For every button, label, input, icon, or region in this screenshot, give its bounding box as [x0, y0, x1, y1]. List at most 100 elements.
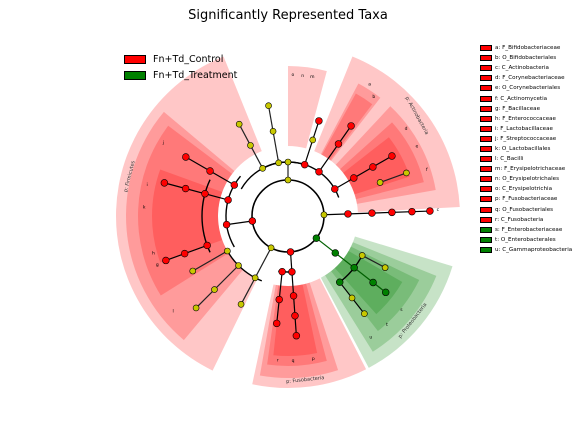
tree-node: [247, 142, 254, 149]
clade-key-swatch: [480, 145, 492, 152]
tree-node-t: [350, 264, 358, 272]
tree-node: [251, 274, 259, 282]
tree-node-a: [347, 122, 355, 130]
tree-node-p: [291, 312, 299, 320]
tree-node: [275, 159, 282, 167]
clade-key-s: s: F_Enterobacteriaceae: [480, 225, 572, 235]
tree-node-u: [331, 249, 339, 257]
clade-key-swatch: [480, 105, 492, 112]
clade-key-label: g: F_Bacillaceae: [495, 105, 541, 112]
branch-ray: [379, 172, 407, 184]
clade-key-label: d: F_Corynebacteriaceae: [495, 75, 565, 82]
legend-entry-treatment: Fn+Td_Treatment: [124, 67, 237, 83]
clade-key-swatch: [480, 236, 492, 243]
clade-key-r: r: C_Fusobacteria: [480, 215, 572, 225]
tree-node-m: [315, 117, 323, 125]
clade-key-swatch: [480, 85, 492, 92]
clade-letter-r: r: [277, 358, 279, 364]
clade-sector-r: [259, 282, 339, 378]
clade-key-swatch: [480, 206, 492, 213]
tree-node-j: [182, 153, 190, 161]
branch-arc: [260, 161, 307, 170]
tree-node-k: [230, 181, 239, 189]
clade-letter-o: o: [292, 73, 295, 78]
clade-letter-s: s: [400, 308, 403, 313]
clade-key-label: l: C_Bacilli: [495, 156, 524, 163]
tree-node-k: [201, 190, 209, 198]
tree-node: [211, 286, 218, 293]
tree-node: [189, 267, 197, 275]
clade-key-swatch: [480, 135, 492, 142]
tree-node: [265, 102, 272, 110]
clade-letter-c: c: [437, 208, 440, 213]
branch-ray: [334, 155, 393, 190]
clade-key-swatch: [480, 55, 492, 62]
clade-key-label: i: F_Lactobacillaceae: [495, 125, 553, 132]
clade-key-h: h: F_Enterococcaceae: [480, 114, 572, 124]
clade-key-swatch: [480, 115, 492, 122]
tree-node: [259, 165, 266, 172]
figure-title: Significantly Represented Taxa: [188, 8, 388, 23]
clade-key-d: d: F_Corynebacteriaceae: [480, 73, 572, 83]
clade-key-e: e: O_Corynebacteriales: [480, 83, 572, 93]
clade-sector-q: [267, 283, 327, 367]
tree-node: [381, 264, 389, 271]
tree-node-g: [180, 249, 189, 258]
clade-key-swatch: [480, 95, 492, 102]
clade-key-n: n: O_Erysipelotrichales: [480, 174, 572, 184]
clade-key-label: c: C_Actinobacteria: [495, 65, 549, 72]
legend-label-control: Fn+Td_Control: [153, 53, 224, 65]
tree-node-c: [368, 209, 376, 217]
tree-node-l: [248, 217, 257, 225]
clade-key-label: k: O_Lactobacillales: [495, 145, 551, 152]
clade-key-t: t: O_Enterobacterales: [480, 235, 572, 245]
clade-letter-a: a: [368, 82, 371, 87]
clade-letter-j: j: [162, 140, 164, 146]
tree-node-g: [162, 256, 170, 265]
tree-node-q: [288, 268, 296, 276]
clade-key-label: n: O_Erysipelotrichales: [495, 176, 559, 183]
clade-key-swatch: [480, 75, 492, 82]
clade-key-swatch: [480, 226, 492, 233]
legend-swatch-control: [124, 54, 146, 64]
tree-node-p: [273, 319, 281, 328]
clade-key-label: r: C_Fusobacteria: [495, 216, 544, 223]
clade-key-q: q: O_Fusobacteriales: [480, 205, 572, 215]
clade-key-label: m: F_Erysipelotrichaceae: [495, 166, 566, 173]
clade-key-i: i: F_Lactobacillaceae: [480, 124, 572, 134]
phylum-sector: [115, 56, 262, 371]
tree-node: [269, 128, 277, 135]
clade-key-swatch: [480, 216, 492, 223]
tree-node: [376, 179, 384, 186]
clade-letter-l: l: [172, 308, 173, 314]
tree-node: [235, 262, 242, 269]
clade-key-label: b: O_Bifidobacteriales: [495, 55, 557, 62]
clade-key-l: l: C_Bacilli: [480, 154, 572, 164]
clade-letter-e: e: [416, 144, 419, 149]
clade-key-label: s: F_Enterobacteriaceae: [495, 226, 563, 233]
clade-key-swatch: [480, 125, 492, 132]
clade-key-k: k: O_Lactobacillales: [480, 144, 572, 154]
branch-ray: [164, 182, 229, 201]
clade-key-p: p: F_Fusobacteriaceae: [480, 194, 572, 204]
branch-ray: [226, 220, 253, 226]
tree-nodes: [160, 102, 434, 340]
branch-ray: [195, 265, 239, 309]
tree-node: [192, 304, 200, 312]
branch-ray: [361, 254, 386, 269]
tree-node-o: [300, 160, 309, 169]
clade-letter-d: d: [405, 126, 408, 132]
clade-key-list: a: F_Bifidobacteriaceae b: O_Bifidobacter…: [480, 43, 572, 255]
clade-letter-k: k: [143, 204, 146, 210]
clade-letter-m: m: [310, 75, 314, 80]
clade-sector-o: [288, 66, 327, 149]
tree-node-q: [278, 267, 286, 276]
tree-node: [358, 252, 366, 259]
phylum-sector: [252, 278, 367, 389]
tree-node-t: [336, 278, 344, 286]
clade-key-swatch: [480, 176, 492, 183]
tree-node-p: [289, 292, 298, 300]
clade-key-m: m: F_Erysipelotrichaceae: [480, 164, 572, 174]
clade-letter-labels: a b c d e f g h i j k l m n o p q r s t u: [143, 73, 440, 364]
